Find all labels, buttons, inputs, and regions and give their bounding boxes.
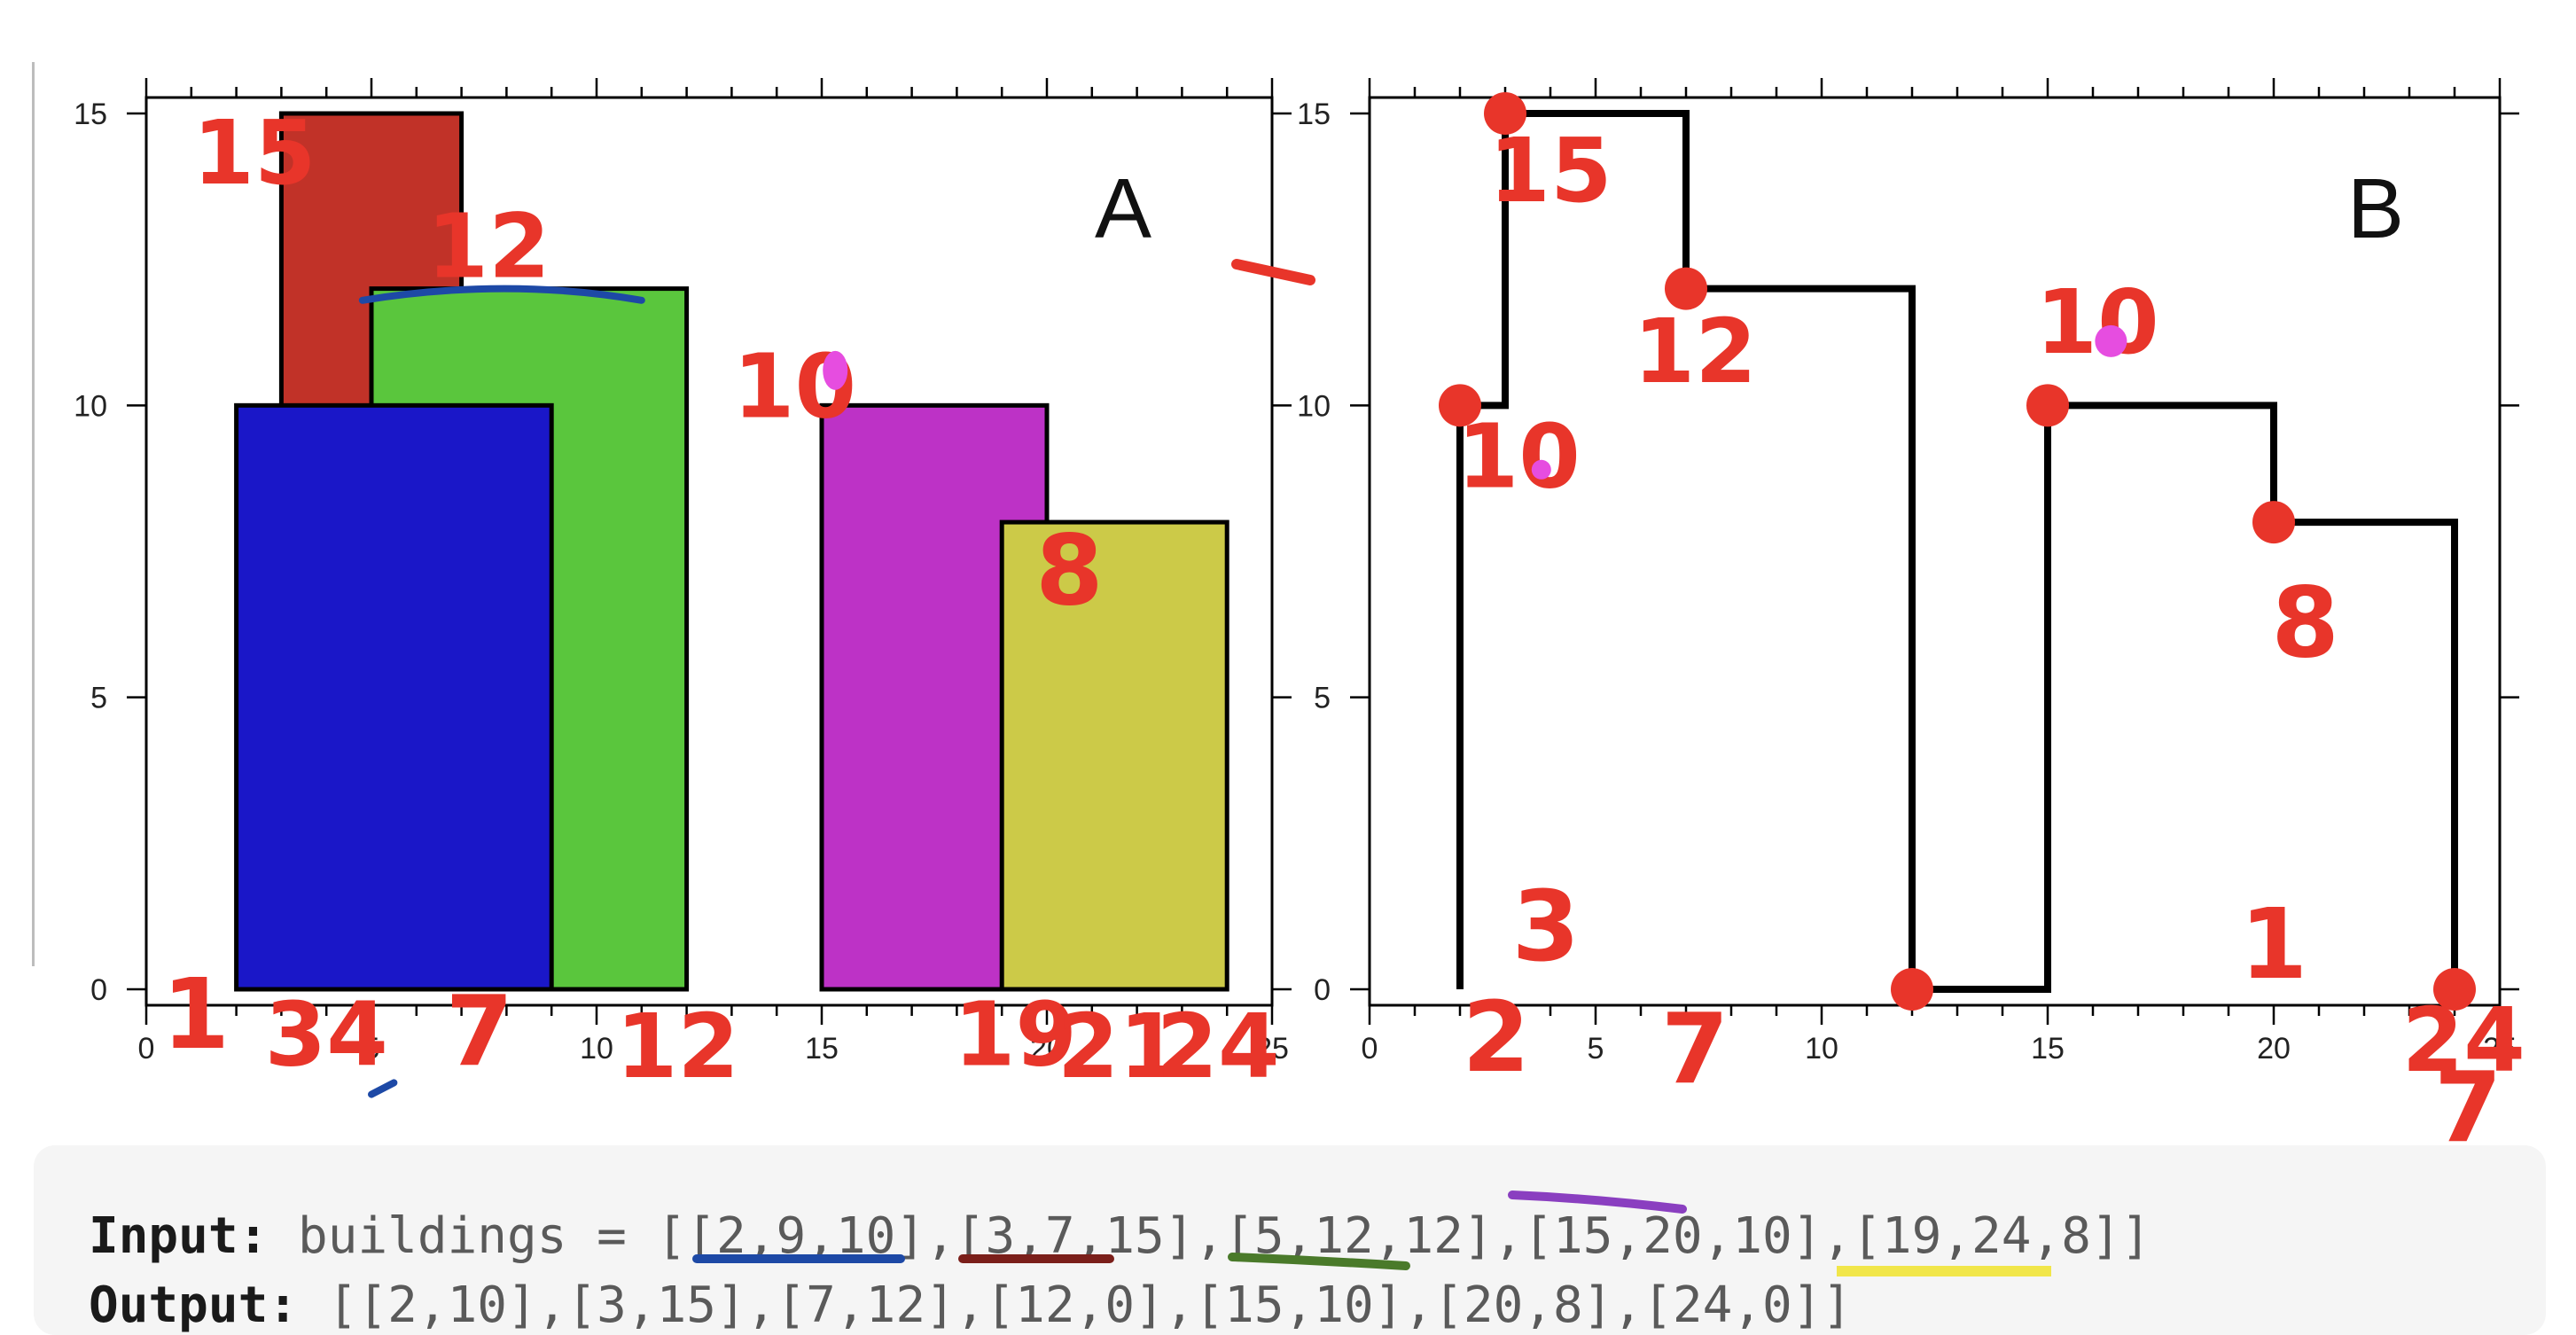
handwritten-note: 8: [1035, 513, 1104, 627]
y-tick-label: 0: [90, 973, 107, 1007]
y-tick-label: 10: [74, 389, 107, 423]
x-tick-label: 10: [580, 1032, 613, 1066]
handwritten-note: 10: [1457, 405, 1581, 509]
handwritten-note: 7: [446, 975, 514, 1089]
x-tick-label: 15: [805, 1032, 839, 1066]
key-point-marker: [2026, 384, 2069, 426]
handwritten-note: 8: [2271, 566, 2339, 680]
annotation-color-dot: [1532, 460, 1551, 480]
building-bar-3: [237, 405, 552, 989]
x-tick-label: 20: [2257, 1032, 2291, 1066]
y-tick-label: 15: [1297, 98, 1331, 131]
handwritten-note: 15: [1488, 119, 1612, 222]
handwritten-note: 7: [1661, 992, 1729, 1105]
y-tick-label: 10: [1297, 389, 1331, 423]
handwritten-note: 12: [1634, 300, 1757, 403]
panel-letter: A: [1095, 161, 1151, 256]
handwritten-note: 2: [1463, 980, 1531, 1094]
x-tick-label: 0: [1362, 1032, 1378, 1066]
panel-letter: B: [2347, 161, 2404, 256]
y-tick-label: 5: [90, 682, 107, 715]
key-point-marker: [1891, 968, 1933, 1011]
handwritten-note: 24: [1156, 995, 1279, 1098]
annotation-color-dot: [823, 351, 847, 390]
handwritten-note: 12: [426, 194, 550, 298]
x-tick-label: 0: [138, 1032, 155, 1066]
handwritten-note: 3: [1512, 870, 1581, 983]
handwritten-note: 15: [192, 101, 316, 205]
handwritten-note: 10: [2036, 270, 2159, 374]
x-tick-label: 5: [1588, 1032, 1604, 1066]
input-underlines: [34, 1145, 2546, 1335]
handwritten-note: 7: [2434, 1050, 2502, 1144]
y-tick-label: 15: [74, 98, 107, 131]
handwritten-note: 1: [162, 957, 230, 1071]
overline-building-4: [1512, 1195, 1682, 1209]
y-tick-label: 5: [1314, 682, 1331, 715]
underline-building-3: [1232, 1257, 1406, 1266]
annotation-color-dot: [2095, 325, 2127, 357]
handwritten-note: 34: [265, 983, 388, 1087]
x-tick-label: 10: [1805, 1032, 1838, 1066]
y-tick-label: 0: [1314, 973, 1331, 1007]
handwritten-note: 12: [616, 995, 739, 1098]
x-tick-label: 15: [2031, 1032, 2065, 1066]
key-point-marker: [2252, 501, 2295, 543]
skyline-line: [1460, 113, 2455, 989]
example-code-box: Input: buildings = [[2,9,10],[3,7,15],[5…: [34, 1145, 2546, 1335]
handwritten-note: 1: [2240, 887, 2308, 1001]
